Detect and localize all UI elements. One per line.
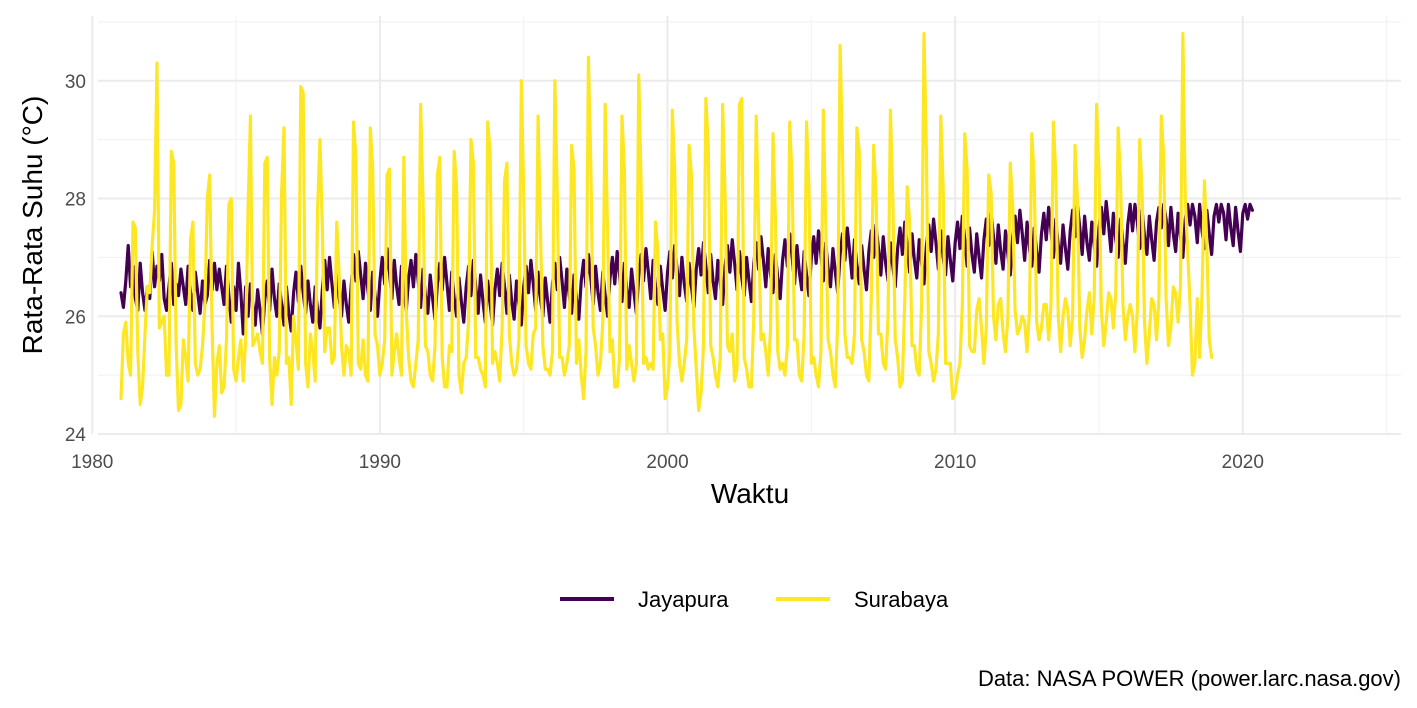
x-tick-label: 1990 <box>359 452 401 473</box>
y-tick-label: 30 <box>65 72 86 93</box>
x-tick-label: 2010 <box>934 452 976 473</box>
series-line-surabaya <box>119 32 1214 418</box>
y-tick-label: 26 <box>65 307 86 328</box>
x-tick-label: 2000 <box>646 452 688 473</box>
x-axis-title: Waktu <box>711 478 789 509</box>
caption: Data: NASA POWER (power.larc.nasa.gov) <box>978 666 1401 691</box>
legend-label-surabaya: Surabaya <box>854 587 949 612</box>
y-tick-labels: 24 26 28 30 <box>65 72 87 446</box>
x-tick-label: 2020 <box>1222 452 1264 473</box>
y-tick-label: 28 <box>65 190 86 211</box>
series-lines <box>119 32 1254 418</box>
x-tick-label: 1980 <box>71 452 113 473</box>
legend: Jayapura Surabaya <box>560 587 949 612</box>
y-tick-label: 24 <box>65 425 87 446</box>
legend-label-jayapura: Jayapura <box>638 587 729 612</box>
y-axis-title: Rata-Rata Suhu (°C) <box>17 96 48 355</box>
x-tick-labels: 1980 1990 2000 2010 2020 <box>71 452 1264 473</box>
